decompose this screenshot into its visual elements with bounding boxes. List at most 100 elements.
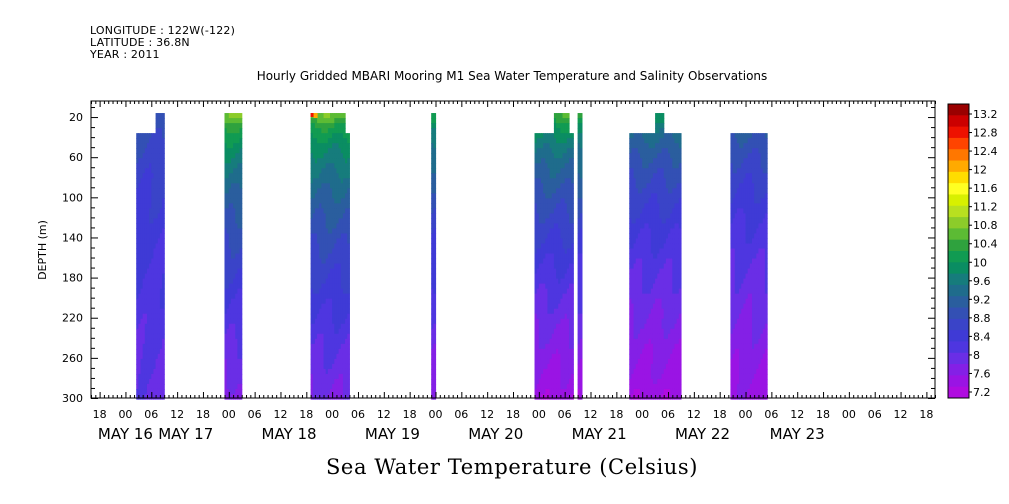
data-cell — [149, 368, 152, 375]
data-cell — [562, 263, 566, 270]
data-cell — [676, 293, 680, 300]
data-cell — [558, 288, 561, 295]
data-cell — [239, 173, 243, 179]
data-cell — [633, 218, 637, 225]
data-cell — [138, 358, 142, 365]
data-cell — [140, 208, 144, 214]
data-cell — [155, 333, 159, 340]
data-cell — [551, 278, 555, 285]
data-cell — [433, 213, 437, 219]
data-cell — [657, 348, 661, 355]
data-cell — [566, 298, 570, 305]
data-cell — [345, 223, 348, 230]
data-cell — [657, 388, 661, 395]
data-cell — [560, 363, 564, 370]
data-cell — [644, 273, 648, 280]
data-cell — [334, 208, 338, 214]
data-cell — [547, 303, 551, 310]
data-cell — [659, 363, 663, 370]
data-cell — [633, 358, 637, 365]
data-cell — [732, 153, 736, 159]
data-cell — [549, 168, 553, 174]
data-cell — [652, 293, 656, 300]
data-cell — [338, 253, 342, 260]
data-cell — [140, 268, 144, 275]
data-cell — [556, 318, 559, 325]
data-cell — [672, 168, 676, 174]
data-cell — [321, 333, 325, 340]
data-cell — [149, 253, 152, 260]
data-cell — [646, 238, 650, 245]
data-cell — [644, 383, 648, 390]
data-cell — [162, 188, 165, 194]
data-cell — [564, 128, 568, 134]
data-cell — [153, 163, 157, 169]
data-cell — [149, 153, 152, 159]
data-cell — [228, 223, 232, 230]
data-cell — [144, 318, 148, 325]
data-cell — [670, 328, 673, 335]
data-cell — [663, 293, 667, 300]
data-cell — [678, 193, 682, 199]
data-cell — [329, 193, 333, 199]
data-cell — [644, 243, 648, 250]
data-cell — [672, 138, 676, 144]
data-cell — [327, 143, 331, 149]
data-cell — [577, 233, 581, 240]
data-cell — [310, 248, 314, 255]
data-cell — [155, 383, 159, 390]
data-cell — [732, 188, 736, 194]
data-cell — [321, 133, 325, 139]
data-cell — [433, 298, 437, 305]
data-cell — [545, 328, 549, 335]
data-cell — [540, 183, 544, 189]
data-cell — [655, 278, 658, 285]
data-cell — [674, 313, 678, 320]
data-cell — [162, 298, 165, 305]
data-cell — [659, 353, 663, 360]
data-cell — [159, 298, 163, 305]
data-cell — [327, 238, 331, 245]
data-cell — [332, 323, 335, 330]
data-cell — [642, 198, 645, 204]
data-cell — [230, 138, 234, 144]
data-cell — [136, 343, 139, 350]
data-cell — [536, 358, 540, 365]
data-cell — [153, 313, 157, 320]
data-cell — [138, 283, 142, 290]
data-cell — [144, 278, 148, 285]
data-cell — [136, 203, 139, 209]
data-cell — [657, 218, 661, 225]
data-cell — [338, 248, 342, 255]
data-cell — [327, 113, 331, 119]
data-cell — [547, 373, 551, 380]
data-cell — [571, 368, 574, 375]
data-cell — [230, 323, 234, 330]
data-cell — [635, 353, 639, 360]
data-cell — [323, 293, 327, 300]
data-cell — [228, 198, 232, 204]
data-cell — [431, 208, 434, 214]
data-cell — [345, 168, 348, 174]
data-cell — [736, 223, 740, 230]
data-cell — [568, 378, 572, 385]
data-cell — [678, 338, 682, 345]
data-cell — [329, 328, 333, 335]
data-cell — [637, 253, 641, 260]
data-cell — [233, 293, 236, 300]
data-cell — [739, 143, 742, 149]
data-cell — [659, 283, 663, 290]
data-cell — [334, 138, 338, 144]
data-cell — [566, 393, 570, 400]
data-cell — [577, 318, 581, 325]
data-cell — [345, 303, 348, 310]
data-cell — [579, 333, 583, 340]
data-cell — [736, 283, 740, 290]
data-cell — [739, 178, 742, 184]
data-cell — [562, 293, 566, 300]
data-cell — [670, 218, 673, 225]
data-cell — [663, 233, 667, 240]
data-cell — [538, 153, 542, 159]
data-cell — [566, 173, 570, 179]
data-cell — [551, 393, 555, 400]
